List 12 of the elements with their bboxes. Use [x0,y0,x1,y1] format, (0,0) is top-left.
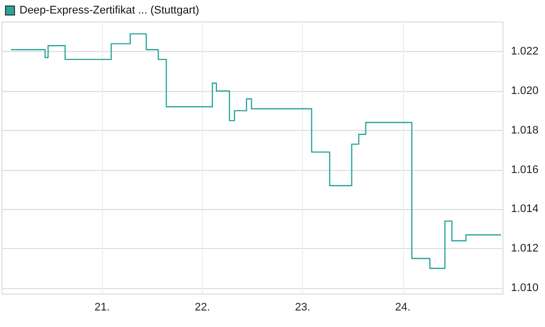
y-tick-label: 1.014 [511,203,539,216]
y-tick-label: 1.020 [511,84,539,97]
y-tick-label: 1.016 [511,164,539,176]
x-tick-label: 22. [194,302,210,314]
legend-label: Deep-Express-Zertifikat ... (Stuttgart) [20,4,200,16]
x-tick-label: 23. [294,302,310,314]
y-tick-label: 1.010 [511,282,539,294]
y-tick-label: 1.012 [511,242,539,255]
x-tick-label: 24. [395,302,410,314]
y-tick-label: 1.018 [511,124,539,136]
x-tick-label: 21. [94,302,110,314]
y-tick-label: 1.022 [511,46,539,58]
